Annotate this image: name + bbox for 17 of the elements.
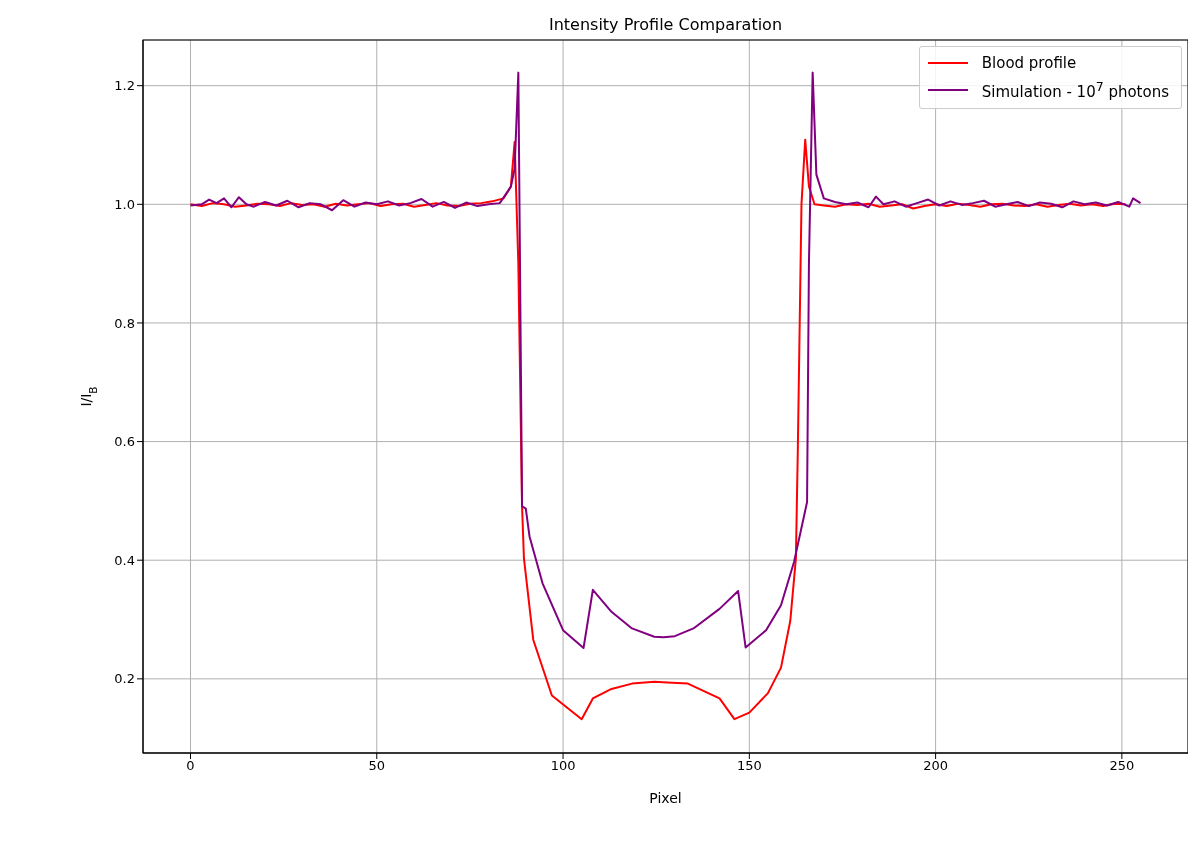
y-tick-label: 0.2	[114, 671, 135, 687]
legend-label: Simulation - 10$^{7}$ photons	[981, 78, 1169, 103]
x-tick-label: 250	[1109, 758, 1135, 774]
y-tick-label: 0.8	[114, 315, 135, 331]
x-tick-label: 150	[736, 758, 762, 774]
x-tick-label: 50	[368, 758, 386, 774]
y-tick-label: 1.2	[114, 78, 135, 94]
x-tick-label: 100	[550, 758, 576, 774]
x-axis-title: Pixel	[649, 790, 682, 806]
y-tick-label: 0.6	[114, 434, 135, 450]
x-tick-label: 200	[923, 758, 949, 774]
chart-title: Intensity Profile Comparation	[548, 15, 783, 34]
y-tick-label: 0.4	[114, 552, 135, 568]
x-tick-label: 0	[186, 758, 195, 774]
y-tick-label: 1.0	[114, 196, 135, 212]
line-series	[189, 138, 1127, 721]
legend-label: Blood profile	[981, 53, 1077, 74]
